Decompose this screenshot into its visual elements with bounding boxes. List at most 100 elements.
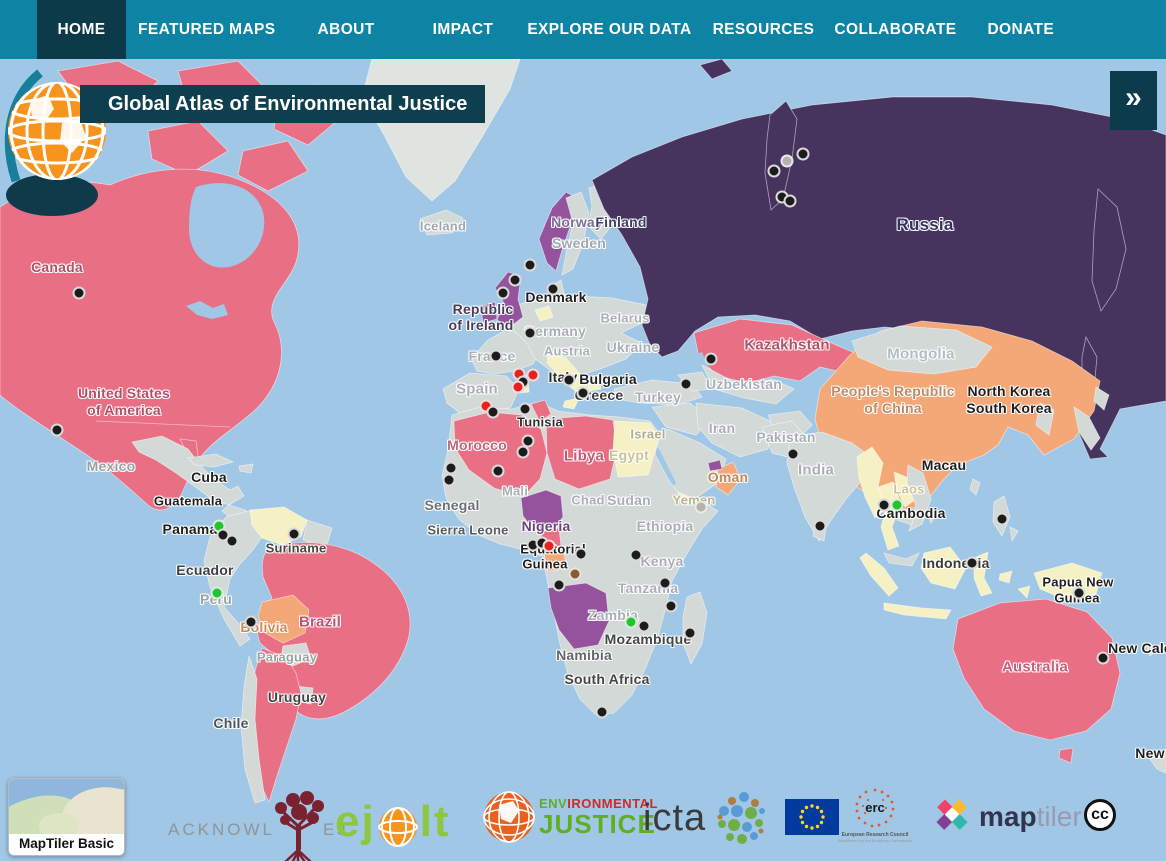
- conflict-marker-black[interactable]: [576, 386, 590, 400]
- conflict-marker-black[interactable]: [225, 534, 239, 548]
- eu-flag[interactable]: [785, 799, 839, 835]
- conflict-marker-black[interactable]: [574, 547, 588, 561]
- acknowlej-logo[interactable]: ACKNOWL EJ: [168, 790, 349, 861]
- conflict-markers-layer: [0, 59, 1166, 861]
- world-map[interactable]: Iceland Norway Finland Sweden Denmark Republi…: [0, 59, 1166, 861]
- conflict-marker-black[interactable]: [813, 519, 827, 533]
- eu-flag-icon: [785, 799, 839, 835]
- conflict-marker-black[interactable]: [995, 512, 1009, 526]
- conflict-marker-black[interactable]: [287, 527, 301, 541]
- conflict-marker-black[interactable]: [521, 434, 535, 448]
- page-title: Global Atlas of Environmental Justice: [80, 85, 486, 123]
- conflict-marker-black[interactable]: [679, 377, 693, 391]
- top-nav-items: HOME FEATURED MAPS ABOUT IMPACT EXPLORE OUR …: [0, 0, 1166, 59]
- conflict-marker-red[interactable]: [526, 368, 540, 382]
- nav-item-collaborate[interactable]: COLLABORATE: [834, 20, 957, 38]
- conflict-marker-black[interactable]: [516, 445, 530, 459]
- conflict-marker-red[interactable]: [542, 539, 556, 553]
- conflict-marker-black[interactable]: [704, 352, 718, 366]
- conflict-marker-black[interactable]: [508, 273, 522, 287]
- ejolt-globe-icon: [377, 807, 418, 847]
- conflict-marker-black[interactable]: [523, 326, 537, 340]
- ejolt-text-1: ej: [335, 797, 376, 846]
- conflict-marker-black[interactable]: [1072, 586, 1086, 600]
- conflict-marker-black[interactable]: [783, 194, 797, 208]
- conflict-marker-black[interactable]: [965, 556, 979, 570]
- conflict-marker-black[interactable]: [786, 447, 800, 461]
- conflict-marker-black[interactable]: [637, 619, 651, 633]
- conflict-marker-black[interactable]: [683, 626, 697, 640]
- maptiler-pin-icon: [936, 799, 968, 830]
- icta-text: icta: [643, 796, 707, 839]
- conflict-marker-green[interactable]: [890, 498, 904, 512]
- basemap-thumbnail: [9, 779, 124, 834]
- nav-item-about[interactable]: ABOUT: [317, 20, 375, 38]
- envjustice-ironmental: IRONMENTAL: [567, 796, 658, 811]
- erc-logo[interactable]: erc European Research Council Establishe…: [838, 786, 912, 843]
- conflict-marker-black[interactable]: [562, 373, 576, 387]
- icta-dots-icon: [717, 792, 766, 844]
- conflict-marker-black[interactable]: [72, 286, 86, 300]
- conflict-marker-black[interactable]: [489, 349, 503, 363]
- conflict-marker-gray[interactable]: [694, 500, 708, 514]
- conflict-marker-green[interactable]: [624, 615, 638, 629]
- envjustice-justice: JUSTICE: [539, 809, 656, 839]
- conflict-marker-black[interactable]: [50, 423, 64, 437]
- conflict-marker-black[interactable]: [486, 405, 500, 419]
- sidebar-expand-button[interactable]: »: [1110, 71, 1157, 130]
- basemap-switcher[interactable]: MapTiler Basic: [8, 778, 125, 856]
- ejolt-text-2: lt: [419, 797, 451, 846]
- double-chevron-right-icon: »: [1125, 80, 1142, 114]
- environmental-justice-logo[interactable]: ENVIRONMENTAL JUSTICE: [483, 786, 658, 848]
- maptiler-text-bold: map: [979, 801, 1037, 832]
- envjustice-globe-icon: [483, 791, 535, 843]
- conflict-marker-black[interactable]: [546, 282, 560, 296]
- top-nav: HOME FEATURED MAPS ABOUT IMPACT EXPLORE OUR …: [0, 0, 1166, 59]
- conflict-marker-brown[interactable]: [568, 567, 582, 581]
- conflict-marker-black[interactable]: [444, 461, 458, 475]
- choropleth-map[interactable]: [0, 59, 1166, 861]
- conflict-marker-black[interactable]: [658, 576, 672, 590]
- ejolt-logo[interactable]: ej lt: [335, 790, 451, 854]
- erc-caption: European Research Council: [841, 832, 909, 838]
- envjustice-text: ENVIRONMENTAL JUSTICE: [539, 797, 658, 837]
- nav-item-explore-our-data[interactable]: EXPLORE OUR DATA: [527, 20, 692, 38]
- nav-item-home[interactable]: HOME: [37, 0, 126, 59]
- envjustice-env: ENV: [539, 796, 568, 811]
- nav-item-impact[interactable]: IMPACT: [432, 20, 494, 38]
- erc-dots-icon: erc: [855, 788, 895, 828]
- conflict-marker-black[interactable]: [523, 258, 537, 272]
- conflict-marker-black[interactable]: [491, 464, 505, 478]
- svg-text:erc: erc: [865, 800, 885, 815]
- conflict-marker-black[interactable]: [496, 286, 510, 300]
- conflict-marker-gray[interactable]: [780, 154, 794, 168]
- nav-item-featured-maps[interactable]: FEATURED MAPS: [138, 20, 276, 38]
- erc-subcaption: Established by the European Commission: [837, 838, 913, 843]
- nav-item-resources[interactable]: RESOURCES: [712, 20, 815, 38]
- cc-icon: cc: [1084, 799, 1116, 831]
- conflict-marker-black[interactable]: [664, 599, 678, 613]
- acknowlej-text-right: EJ: [322, 820, 349, 839]
- acknowlej-tree-icon: [274, 791, 324, 861]
- conflict-marker-black[interactable]: [1096, 651, 1110, 665]
- basemap-label: MapTiler Basic: [9, 834, 124, 855]
- conflict-marker-black[interactable]: [244, 615, 258, 629]
- nav-item-donate[interactable]: DONATE: [987, 20, 1055, 38]
- conflict-marker-red[interactable]: [511, 380, 525, 394]
- conflict-marker-black[interactable]: [595, 705, 609, 719]
- creative-commons-logo[interactable]: cc: [1084, 799, 1116, 831]
- conflict-marker-black[interactable]: [629, 548, 643, 562]
- maptiler-text-light: tiler: [1036, 801, 1082, 832]
- conflict-marker-green[interactable]: [210, 586, 224, 600]
- conflict-marker-black[interactable]: [796, 147, 810, 161]
- conflict-marker-black[interactable]: [877, 498, 891, 512]
- conflict-marker-black[interactable]: [518, 402, 532, 416]
- acknowlej-text-left: ACKNOWL: [168, 820, 275, 839]
- conflict-marker-black[interactable]: [767, 164, 781, 178]
- conflict-marker-black[interactable]: [552, 578, 566, 592]
- conflict-marker-black[interactable]: [442, 473, 456, 487]
- maptiler-logo[interactable]: maptiler: [933, 795, 1082, 839]
- maptiler-text: maptiler: [979, 801, 1082, 833]
- icta-logo[interactable]: icta: [643, 786, 770, 850]
